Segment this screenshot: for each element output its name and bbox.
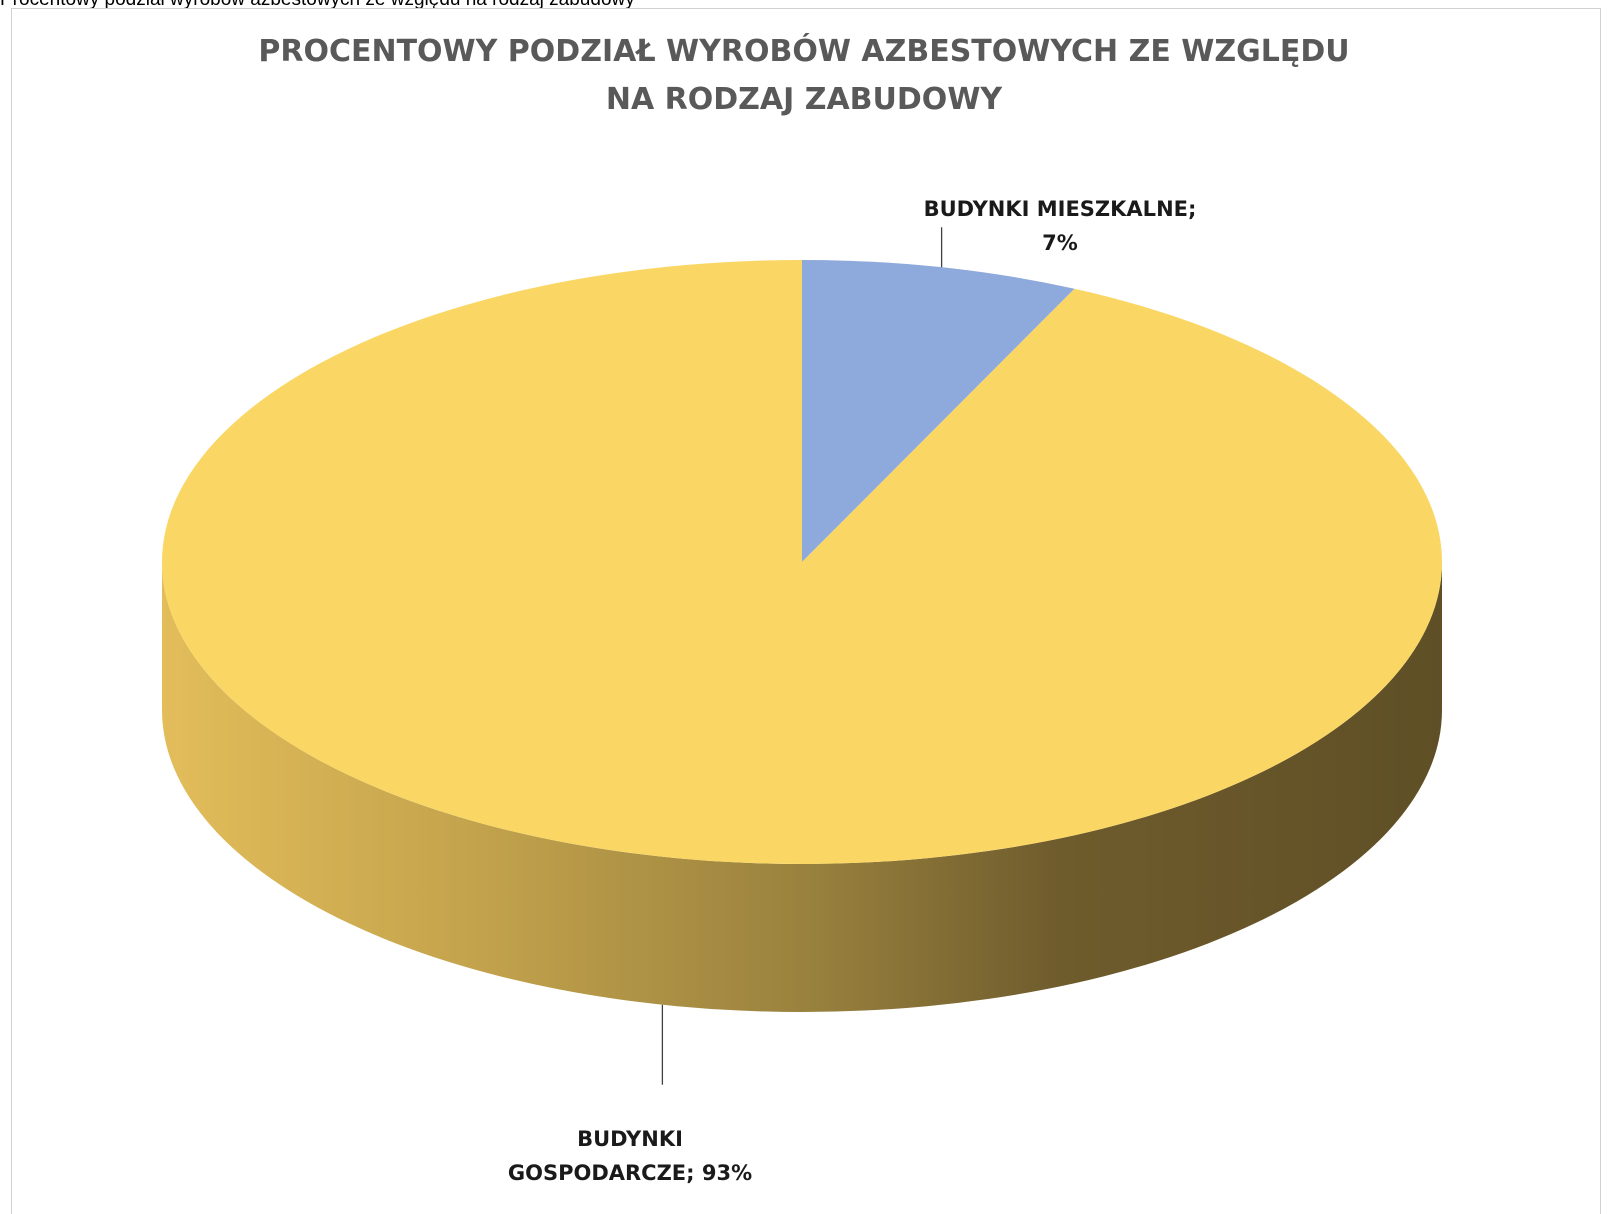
data-label-budynki-mieszkalne: BUDYNKI MIESZKALNE; 7%: [900, 192, 1220, 260]
data-label-line: BUDYNKI MIESZKALNE;: [900, 192, 1220, 226]
data-label-line: BUDYNKI: [470, 1122, 790, 1156]
data-label-line: 7%: [900, 226, 1220, 260]
data-label-line: GOSPODARCZE; 93%: [470, 1156, 790, 1190]
pie-top-face: [162, 260, 1442, 864]
data-label-budynki-gospodarcze: BUDYNKI GOSPODARCZE; 93%: [470, 1122, 790, 1190]
